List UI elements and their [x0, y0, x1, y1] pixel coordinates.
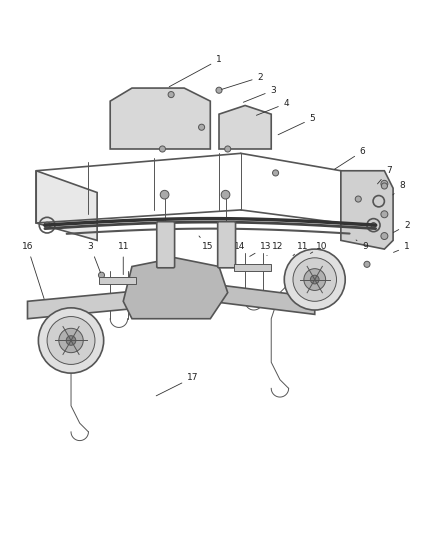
Text: 4: 4	[256, 99, 289, 115]
Polygon shape	[110, 88, 210, 149]
Text: 1: 1	[393, 243, 410, 253]
Circle shape	[304, 269, 325, 290]
Circle shape	[160, 190, 169, 199]
Text: 12: 12	[267, 243, 283, 256]
Polygon shape	[28, 284, 210, 319]
Text: 3: 3	[244, 86, 276, 102]
Circle shape	[44, 222, 50, 228]
Circle shape	[221, 190, 230, 199]
Text: 9: 9	[356, 240, 367, 252]
Text: 8: 8	[393, 181, 405, 195]
Circle shape	[364, 261, 370, 268]
Text: 11: 11	[293, 243, 308, 256]
Text: 6: 6	[335, 147, 365, 169]
Circle shape	[371, 223, 376, 228]
Polygon shape	[210, 284, 315, 314]
FancyBboxPatch shape	[157, 222, 175, 268]
Circle shape	[47, 317, 95, 365]
Circle shape	[225, 146, 231, 152]
Circle shape	[198, 124, 205, 130]
Bar	[99, 277, 136, 284]
Circle shape	[381, 180, 388, 187]
Circle shape	[99, 272, 105, 278]
Text: 11: 11	[117, 243, 129, 274]
Polygon shape	[341, 171, 393, 249]
Text: 7: 7	[378, 166, 392, 184]
Circle shape	[272, 170, 279, 176]
Circle shape	[381, 211, 388, 218]
Text: 2: 2	[393, 221, 410, 232]
Text: 13: 13	[250, 243, 272, 256]
Circle shape	[381, 183, 388, 189]
Text: 14: 14	[228, 243, 246, 252]
Circle shape	[216, 87, 222, 93]
Circle shape	[311, 275, 319, 284]
Bar	[234, 264, 271, 271]
Circle shape	[381, 232, 388, 239]
Text: 15: 15	[199, 236, 214, 252]
Circle shape	[355, 196, 361, 202]
Circle shape	[284, 249, 345, 310]
Text: 16: 16	[22, 243, 44, 298]
Text: 5: 5	[278, 114, 315, 135]
Ellipse shape	[158, 279, 184, 297]
Circle shape	[293, 258, 336, 301]
FancyBboxPatch shape	[218, 222, 236, 268]
Text: 17: 17	[156, 373, 199, 396]
Polygon shape	[123, 258, 228, 319]
Text: 10: 10	[311, 243, 327, 254]
Polygon shape	[219, 106, 271, 149]
Circle shape	[66, 336, 76, 345]
Text: 3: 3	[88, 243, 100, 272]
Circle shape	[168, 92, 174, 98]
Text: 2: 2	[222, 72, 263, 90]
Circle shape	[159, 146, 166, 152]
Polygon shape	[36, 171, 97, 240]
Circle shape	[39, 308, 104, 373]
Text: 1: 1	[169, 55, 222, 87]
Circle shape	[59, 328, 83, 353]
